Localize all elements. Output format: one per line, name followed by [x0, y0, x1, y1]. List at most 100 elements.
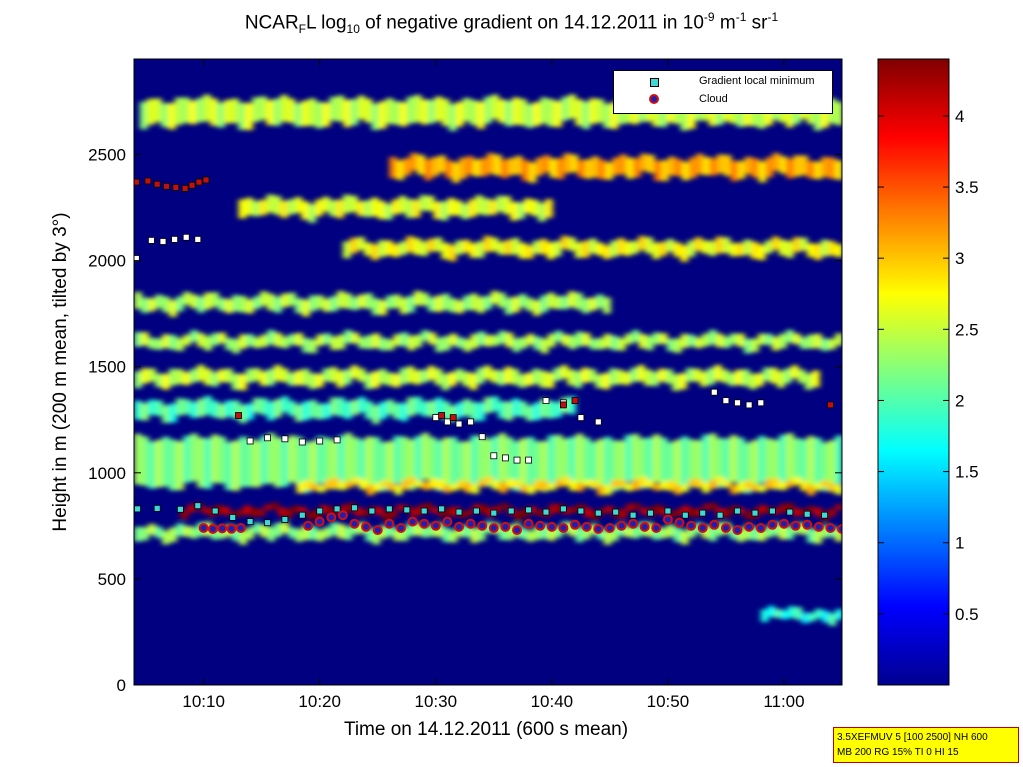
heatmap-cell	[429, 478, 438, 489]
heatmap-cell	[575, 99, 584, 126]
heatmap-cell	[695, 153, 704, 175]
heatmap-cell	[477, 526, 486, 541]
x-axis: 10:10 10:20 10:30 10:40 10:50 11:00	[182, 59, 805, 711]
heatmap-cell	[814, 161, 823, 180]
heatmap-cell	[760, 609, 769, 622]
gradient-min-point	[171, 235, 179, 243]
cloud-point	[442, 516, 453, 527]
heatmap-cell	[542, 155, 551, 173]
heatmap-cell	[260, 435, 269, 485]
heatmap-cell	[399, 297, 408, 314]
heatmap-cell	[526, 405, 534, 421]
heatmap-cell	[625, 483, 634, 492]
heatmap-cell	[807, 161, 816, 179]
heatmap-cell	[709, 158, 718, 176]
heatmap-cell	[337, 397, 345, 417]
heatmap-cell	[396, 160, 405, 180]
colorbar-tick-label: 1.5	[955, 463, 979, 482]
heatmap-cell	[393, 436, 402, 484]
heatmap-cell	[246, 299, 254, 314]
heatmap-cell	[317, 485, 326, 493]
heatmap-cell	[598, 159, 607, 180]
heatmap-cell	[305, 512, 314, 520]
cloud-point	[697, 523, 708, 533]
gradient-min-point	[455, 420, 463, 428]
heatmap-cell	[373, 483, 382, 492]
heatmap-cell	[277, 507, 286, 517]
gradient-min-point	[333, 505, 341, 513]
heatmap-cell	[512, 97, 520, 125]
gradient-min-point	[542, 508, 550, 516]
heatmap-cell	[561, 438, 570, 486]
heatmap-cell	[456, 441, 465, 489]
heatmap-cell	[201, 507, 210, 514]
title-part: of negative gradient on 14.12.2011 in 10	[359, 12, 704, 34]
heatmap-cell	[218, 528, 227, 539]
heatmap-cell	[343, 369, 352, 385]
heatmap-cell	[617, 238, 626, 255]
heatmap-cell	[514, 511, 523, 521]
heatmap-cell	[357, 294, 366, 308]
heatmap-cell	[252, 368, 261, 381]
heatmap-cell	[694, 237, 703, 251]
heatmap-cell	[518, 374, 527, 388]
heatmap-cell	[372, 529, 381, 545]
heatmap-cell	[449, 333, 458, 346]
cloud-point	[837, 524, 842, 534]
heatmap-cell	[225, 299, 233, 314]
heatmap-cell	[485, 476, 494, 484]
info-line: MB 200 RG 15% TI 0 HI 15	[837, 747, 959, 758]
cloud-point	[686, 520, 697, 531]
heatmap-cell	[294, 197, 303, 213]
cloud-point	[198, 523, 209, 533]
heatmap-cell	[751, 158, 760, 178]
heatmap-cell	[764, 526, 773, 538]
heatmap-cell	[489, 199, 498, 215]
heatmap-cell	[807, 506, 816, 513]
heatmap-cell	[828, 157, 837, 179]
heatmap-cell	[602, 373, 611, 390]
cloud-point	[720, 523, 731, 533]
heatmap-cell	[765, 157, 774, 178]
heatmap-cell	[302, 338, 311, 353]
heatmap-cell	[497, 292, 506, 308]
heatmap-cell	[526, 530, 535, 542]
heatmap-cell	[455, 240, 464, 255]
heatmap-cell	[433, 201, 442, 219]
heatmap-cell	[211, 434, 220, 484]
heatmap-cell	[482, 198, 491, 216]
heatmap-cell	[646, 480, 655, 488]
heatmap-cell	[568, 396, 576, 415]
gradient-min-point	[188, 181, 196, 189]
heatmap-cell	[553, 296, 562, 310]
heatmap-cell	[835, 244, 842, 258]
heatmap-cell	[716, 154, 725, 174]
heatmap-cell	[707, 368, 715, 385]
heatmap-cell	[510, 201, 519, 221]
heatmap-cell	[674, 508, 683, 516]
heatmap-cell	[364, 293, 373, 309]
heatmap-cell	[605, 506, 614, 513]
heatmap-cell	[744, 156, 753, 175]
gradient-min-point	[182, 233, 190, 241]
heatmap-cell	[736, 103, 745, 127]
heatmap-cell	[322, 368, 331, 382]
heatmap-cell	[554, 402, 562, 418]
gradient-min-point	[467, 418, 475, 426]
heatmap-cell	[155, 338, 163, 350]
heatmap-cell	[422, 481, 431, 490]
heatmap-cell	[771, 521, 780, 536]
heatmap-cell	[779, 156, 788, 174]
heatmap-cell	[215, 504, 224, 515]
heatmap-cell	[673, 527, 682, 542]
heatmap-cell	[582, 437, 591, 487]
heatmap-cell	[342, 194, 351, 214]
heatmap-cell	[344, 526, 353, 541]
gradient-min-point	[368, 507, 376, 515]
heatmap-cell	[476, 296, 485, 313]
heatmap-cell	[779, 504, 788, 512]
colorbar-tick-label: 3.5	[955, 178, 979, 197]
heatmap-cell	[619, 154, 628, 175]
heatmap-cell	[483, 96, 492, 124]
